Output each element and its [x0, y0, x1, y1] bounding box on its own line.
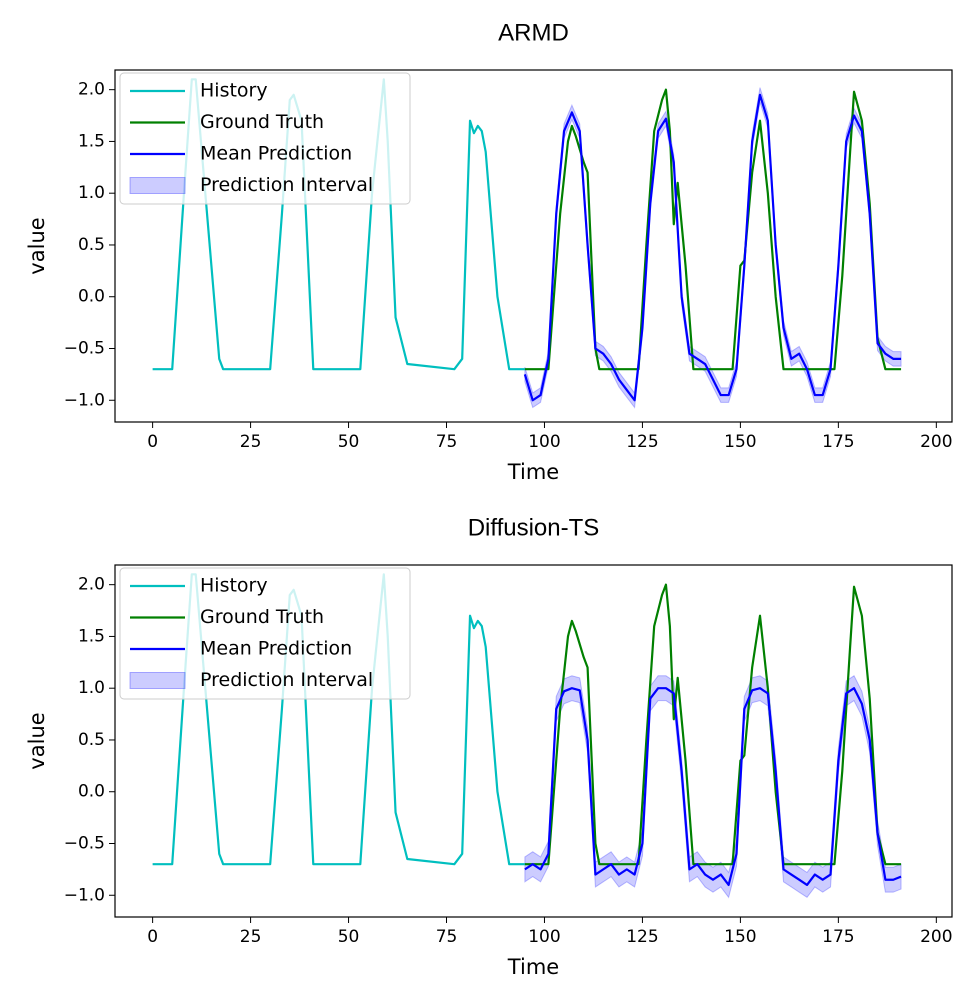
legend-label: Ground Truth	[200, 111, 324, 133]
series-line	[523, 93, 902, 402]
x-tick-label: 175	[822, 927, 854, 947]
y-tick-label: 2.0	[78, 80, 105, 100]
x-axis-label: Time	[507, 955, 559, 979]
legend-box	[119, 567, 411, 700]
axes-frame	[114, 564, 953, 918]
y-axis-label: value	[25, 712, 49, 769]
y-tick-label: −1.0	[64, 885, 105, 905]
subplot: Diffusion-TS Time value 0 25 50 75 100 125 150 175…	[25, 514, 953, 979]
x-tick-label: 75	[436, 927, 458, 947]
axes-frame	[114, 69, 953, 423]
y-tick-label: 0.5	[78, 235, 105, 255]
y-tick-label: −1.0	[64, 390, 105, 410]
x-tick-label: 25	[240, 927, 262, 947]
y-tick-label: 0.5	[78, 730, 105, 750]
x-tick-label: 175	[822, 432, 854, 452]
legend-label: Prediction Interval	[200, 174, 373, 196]
legend-label: History	[200, 575, 268, 597]
x-tick-label: 125	[626, 432, 658, 452]
y-tick-label: 1.0	[78, 183, 105, 203]
x-axis-label: Time	[507, 460, 559, 484]
x-tick-label: 0	[147, 432, 158, 452]
series-line	[524, 88, 902, 371]
legend-label: Mean Prediction	[200, 143, 352, 165]
x-tick-label: 75	[436, 432, 458, 452]
legend-label: Prediction Interval	[200, 669, 373, 691]
legend-label: Mean Prediction	[200, 638, 352, 660]
x-tick-label: 50	[338, 927, 360, 947]
legend-label: History	[200, 80, 268, 102]
legend-swatch	[129, 672, 186, 689]
y-tick-label: −0.5	[64, 833, 105, 853]
legend: History Ground Truth Mean Prediction Predic…	[119, 567, 411, 700]
legend-swatch	[129, 177, 186, 194]
y-tick-label: 0.0	[78, 782, 105, 802]
y-tick-label: −0.5	[64, 338, 105, 358]
chart-title: Diffusion-TS	[468, 514, 600, 541]
x-tick-label: 100	[528, 927, 560, 947]
x-tick-label: 25	[240, 432, 262, 452]
x-tick-label: 100	[528, 432, 560, 452]
series-line	[524, 687, 902, 887]
legend: History Ground Truth Mean Prediction Predic…	[119, 72, 411, 205]
plot-area	[152, 78, 902, 409]
x-tick-label: 150	[724, 432, 756, 452]
x-tick-label: 0	[147, 927, 158, 947]
x-tick-label: 125	[626, 927, 658, 947]
chart-title: ARMD	[498, 19, 569, 46]
subplot: ARMD Time value 0 25 50 75 100 125 150 175 200 −1.0 −…	[25, 19, 953, 484]
legend-box	[119, 72, 411, 205]
y-tick-label: 1.0	[78, 678, 105, 698]
y-axis-label: value	[25, 217, 49, 274]
x-tick-label: 150	[724, 927, 756, 947]
y-tick-label: 1.5	[78, 131, 105, 151]
y-tick-label: 0.0	[78, 287, 105, 307]
x-tick-label: 200	[920, 432, 952, 452]
y-tick-label: 2.0	[78, 575, 105, 595]
y-tick-label: 1.5	[78, 626, 105, 646]
legend-label: Ground Truth	[200, 606, 324, 628]
x-tick-label: 50	[338, 432, 360, 452]
series-line	[524, 583, 902, 866]
x-tick-label: 200	[920, 927, 952, 947]
